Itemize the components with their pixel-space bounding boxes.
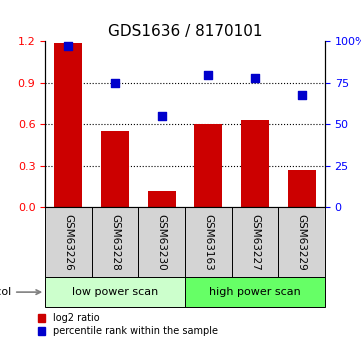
Legend: log2 ratio, percentile rank within the sample: log2 ratio, percentile rank within the s…: [34, 309, 222, 340]
Title: GDS1636 / 8170101: GDS1636 / 8170101: [108, 24, 262, 39]
Point: [299, 92, 304, 97]
Text: protocol: protocol: [0, 287, 40, 297]
Text: GSM63163: GSM63163: [203, 214, 213, 271]
Text: GSM63227: GSM63227: [250, 214, 260, 271]
FancyBboxPatch shape: [278, 207, 325, 277]
FancyBboxPatch shape: [185, 207, 232, 277]
FancyBboxPatch shape: [45, 207, 92, 277]
Bar: [55, 43, 82, 207]
Text: GSM63228: GSM63228: [110, 214, 120, 271]
Text: GSM63230: GSM63230: [157, 214, 167, 270]
Bar: [101, 131, 129, 207]
Bar: [148, 191, 176, 207]
FancyBboxPatch shape: [45, 277, 185, 307]
Bar: [194, 125, 222, 207]
Point: [205, 72, 211, 77]
Text: high power scan: high power scan: [209, 287, 301, 297]
Text: GSM63226: GSM63226: [64, 214, 73, 271]
FancyBboxPatch shape: [232, 207, 278, 277]
Text: low power scan: low power scan: [72, 287, 158, 297]
Point: [112, 80, 118, 86]
Bar: [241, 120, 269, 207]
Bar: [288, 170, 316, 207]
Point: [252, 75, 258, 81]
FancyBboxPatch shape: [138, 207, 185, 277]
FancyBboxPatch shape: [92, 207, 138, 277]
Point: [159, 114, 165, 119]
FancyBboxPatch shape: [185, 277, 325, 307]
Text: GSM63229: GSM63229: [297, 214, 306, 271]
Point: [66, 43, 71, 49]
